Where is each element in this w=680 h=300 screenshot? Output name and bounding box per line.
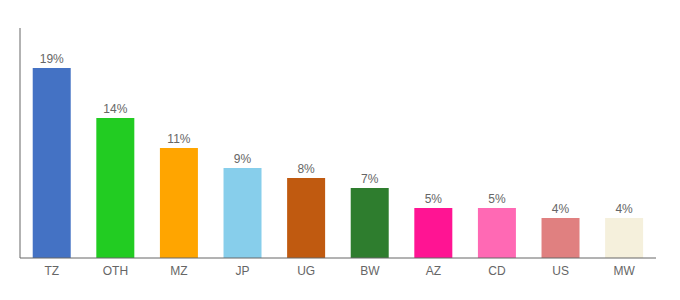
svg-text:MZ: MZ [170, 264, 187, 278]
svg-text:US: US [552, 264, 569, 278]
svg-text:4%: 4% [615, 202, 633, 216]
svg-text:7%: 7% [361, 172, 379, 186]
svg-text:OTH: OTH [103, 264, 128, 278]
svg-text:JP: JP [236, 264, 250, 278]
svg-text:4%: 4% [552, 202, 570, 216]
svg-text:5%: 5% [425, 192, 443, 206]
svg-text:14%: 14% [103, 102, 127, 116]
svg-text:19%: 19% [40, 52, 64, 66]
svg-text:UG: UG [297, 264, 315, 278]
svg-text:AZ: AZ [426, 264, 441, 278]
svg-text:MW: MW [614, 264, 636, 278]
svg-text:8%: 8% [297, 162, 315, 176]
svg-text:TZ: TZ [44, 264, 59, 278]
svg-text:11%: 11% [167, 132, 190, 146]
svg-text:5%: 5% [488, 192, 506, 206]
svg-text:CD: CD [488, 264, 506, 278]
svg-text:9%: 9% [234, 152, 252, 166]
svg-text:BW: BW [360, 264, 380, 278]
